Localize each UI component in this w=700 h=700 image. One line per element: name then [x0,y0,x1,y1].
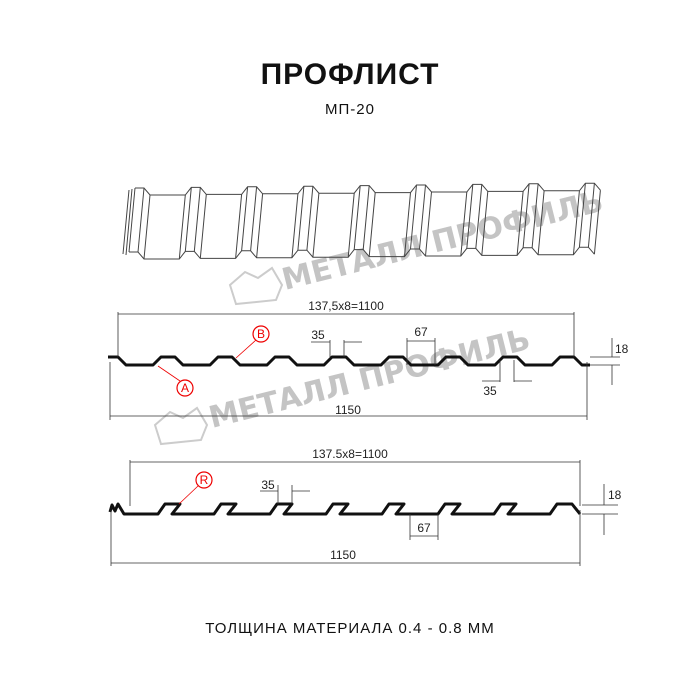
width-label: 1150 [335,403,361,417]
sheet-rib-line [353,185,361,250]
profile-top-line [108,355,590,367]
sheet-rib-line [362,185,370,250]
sheet-rib-line [404,192,411,257]
sheet-rib-line [291,193,299,258]
sheet-rib-line [297,186,305,251]
sheet-rib-line [368,192,376,257]
sheet-rib-line [466,184,474,249]
width-label: 1150 [330,548,356,562]
sheet-rib-line [516,191,524,256]
sheet-rib-line [593,190,601,255]
crest-label: 35 [261,478,275,492]
sheet-rib-line [522,183,530,248]
sheet-rib-line [184,187,192,252]
sheet-rib-line [235,194,243,259]
sheet-rib-line [193,187,201,252]
sheet-rib-line [572,190,580,255]
height-label: 18 [615,342,629,356]
sheet-rib-line [256,193,264,258]
pitch-label: 137,5x8=1100 [308,299,384,313]
watermark-text: МЕТАЛЛ ПРОФИЛЬ [278,184,606,298]
sheet-rib-line [410,184,417,250]
sheet-rib-line [347,193,355,258]
profile-bottom: 137.5x8=1100 1150 35 67 18 R [108,447,622,566]
sheet-rib-line [312,193,320,258]
sheet-rib-line [178,194,186,260]
sheet-rib-line [587,183,595,248]
sheet-3d-view [122,182,601,260]
sheet-rib-line [199,194,207,259]
svg-text:B: B [257,327,265,341]
sheet-rib-line [306,186,314,251]
sheet-rib-line [137,187,145,253]
sheet-rib-line [481,191,489,256]
sheet-rib-line [475,184,483,249]
bottom-crest-label: 35 [483,384,497,398]
sheet-rib-line [250,186,258,251]
marker-a: A [157,365,194,397]
marker-r: R [178,471,213,505]
watermark-logo-icon [228,266,284,306]
watermark-top: МЕТАЛЛ ПРОФИЛЬ [228,184,607,306]
sheet-rib-line [425,191,432,257]
profile-top: 137,5x8=1100 1150 35 67 35 18 A B [108,299,629,420]
sheet-rib-line [143,194,151,260]
sheet-edge-fold [122,188,133,256]
sheet-rib-line [460,191,468,257]
pitch-label: 137.5x8=1100 [312,447,388,461]
sheet-rib-line [128,187,136,253]
watermark-logo-icon [153,406,209,446]
marker-b: B [235,325,270,359]
valley-label: 67 [414,325,428,339]
height-label: 18 [608,488,622,502]
valley-label: 67 [417,521,431,535]
sheet-rib-line [537,190,545,255]
sheet-rib-line [531,183,539,248]
svg-text:A: A [181,381,189,395]
sheet-rib-line [241,186,249,251]
profile-bottom-line [108,502,582,516]
page-title: ПРОФЛИСТ [260,58,440,91]
model-subtitle: МП-20 [325,101,375,118]
sheet-rib-line [419,184,426,250]
material-thickness-note: ТОЛЩИНА МАТЕРИАЛА 0.4 - 0.8 ММ [205,620,495,637]
sheet-top-edge [135,182,601,196]
crest-label: 35 [311,328,325,342]
sheet-rib-line [578,183,586,248]
svg-text:R: R [200,473,209,487]
